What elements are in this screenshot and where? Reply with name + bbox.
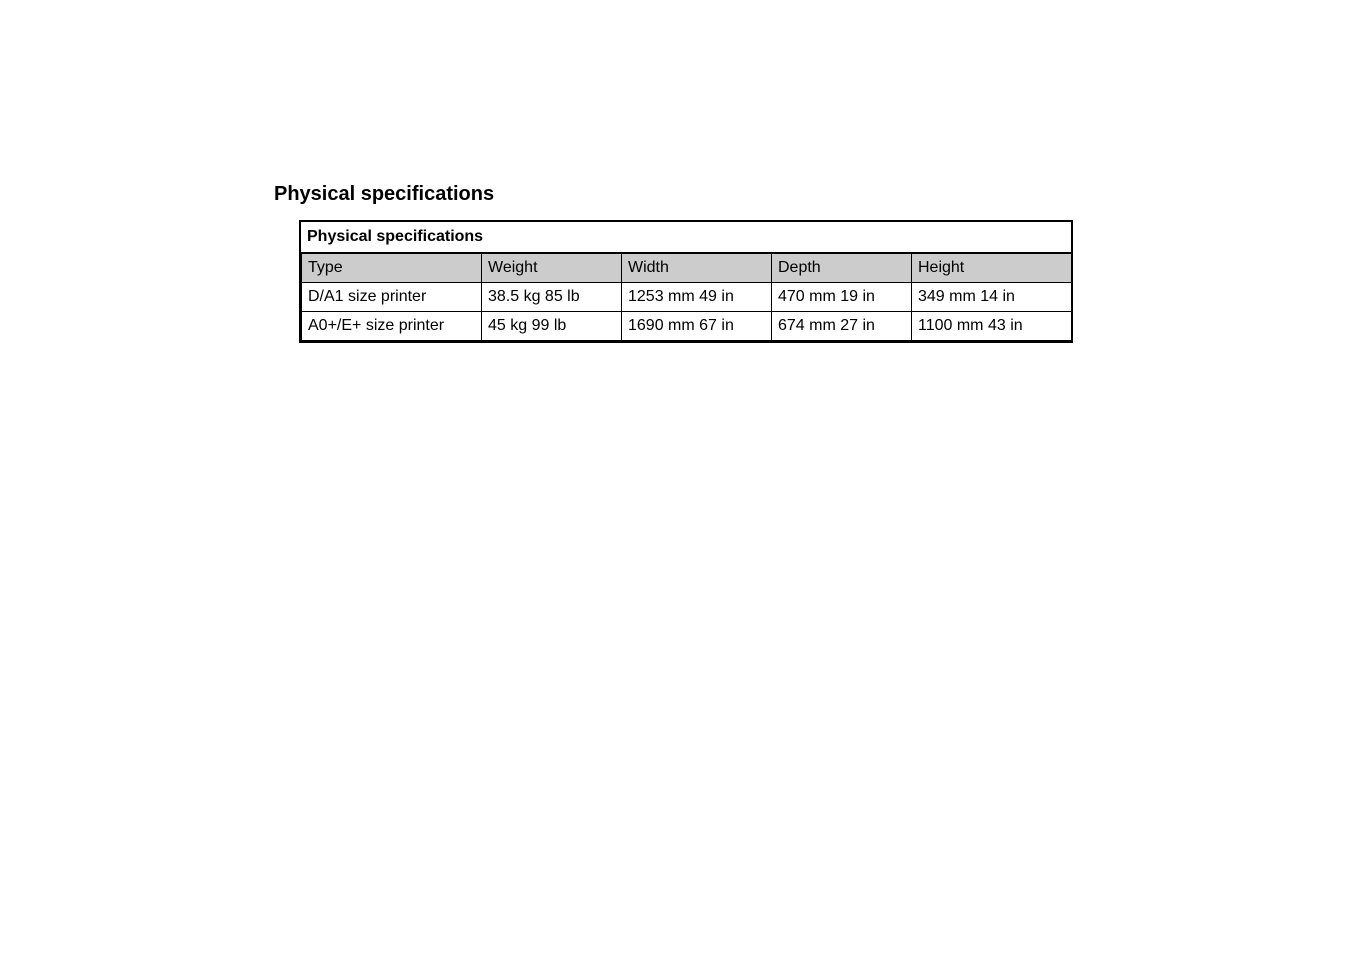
specs-table-container: Physical specifications Type Weight Widt… (299, 220, 1073, 343)
cell-height: 349 mm 14 in (912, 283, 1072, 312)
cell-height: 1100 mm 43 in (912, 312, 1072, 341)
cell-width: 1690 mm 67 in (622, 312, 772, 341)
col-header-type: Type (302, 254, 482, 283)
cell-depth: 470 mm 19 in (772, 283, 912, 312)
specs-table: Type Weight Width Depth Height D/A1 size… (301, 253, 1072, 341)
cell-weight: 45 kg 99 lb (482, 312, 622, 341)
col-header-height: Height (912, 254, 1072, 283)
cell-type: A0+/E+ size printer (302, 312, 482, 341)
col-header-weight: Weight (482, 254, 622, 283)
col-header-width: Width (622, 254, 772, 283)
table-row: D/A1 size printer 38.5 kg 85 lb 1253 mm … (302, 283, 1072, 312)
cell-width: 1253 mm 49 in (622, 283, 772, 312)
page: Physical specifications Physical specifi… (0, 0, 1350, 954)
cell-weight: 38.5 kg 85 lb (482, 283, 622, 312)
cell-depth: 674 mm 27 in (772, 312, 912, 341)
cell-type: D/A1 size printer (302, 283, 482, 312)
table-title: Physical specifications (301, 222, 1071, 253)
section-heading: Physical specifications (274, 183, 494, 206)
table-row: A0+/E+ size printer 45 kg 99 lb 1690 mm … (302, 312, 1072, 341)
col-header-depth: Depth (772, 254, 912, 283)
table-header-row: Type Weight Width Depth Height (302, 254, 1072, 283)
